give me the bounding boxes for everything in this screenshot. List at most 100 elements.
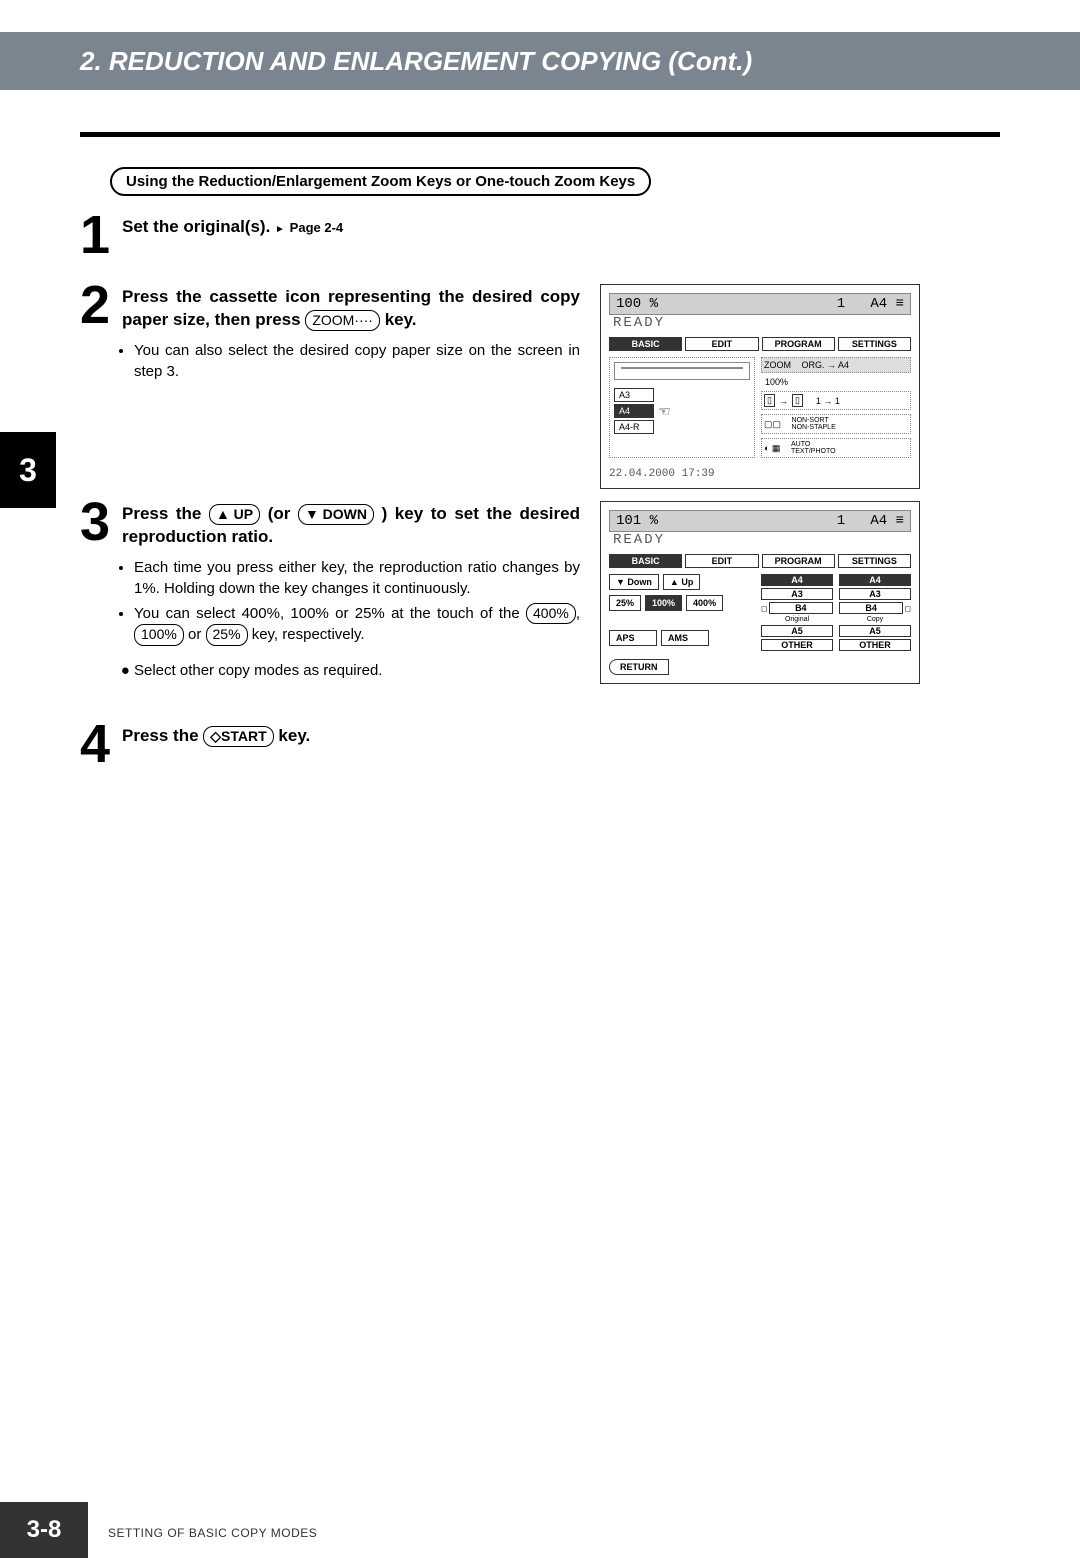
original-icon: ◻ [761,604,768,613]
lcd2-400-button[interactable]: 400% [686,595,723,611]
step-3-sub2: You can select 400%, 100% or 25% at the … [134,603,580,646]
lcd2-original-col: A4 A3 ◻ B4 Original A5 OTHER [761,574,833,651]
arrow-icon [275,217,285,236]
lcd2-tabs: BASIC EDIT PROGRAM SETTINGS [609,554,911,568]
step-3: 3 Press the ▲ UP (or ▼ DOWN ) key to set… [80,501,580,685]
lcd2-up-button[interactable]: ▲ Up [663,574,700,590]
orig-a4[interactable]: A4 [761,574,833,586]
lcd2-tab-settings[interactable]: SETTINGS [838,554,911,568]
copy-other[interactable]: OTHER [839,639,911,651]
step-number: 3 [80,501,122,685]
lcd2-ams-button[interactable]: AMS [661,630,709,646]
lcd2-copy-col: A4 A3 B4 ◻ Copy A5 OTHER [839,574,911,651]
lcd2-size: A4 [870,513,887,529]
lcd2-count-size: 1 A4 ≡ [837,513,904,529]
lcd1-org: ORG. → A4 [802,360,850,370]
cassette-a4[interactable]: A4 [614,404,654,418]
key-100: 100% [134,624,184,646]
orig-a3[interactable]: A3 [761,588,833,600]
chapter-title: 2. REDUCTION AND ENLARGEMENT COPYING (Co… [80,46,752,77]
key-400: 400% [526,603,576,625]
lcd1-count-size: 1 A4 ≡ [837,296,904,312]
step-3-sub: Each time you press either key, the repr… [122,557,580,681]
divider-thick [80,132,1000,137]
step-1-text: Set the original(s). Page 2-4 [122,216,1000,239]
lcd1-tabs: BASIC EDIT PROGRAM SETTINGS [609,337,911,351]
lcd2-percent: 101 % [616,513,658,529]
orig-b4[interactable]: B4 [769,602,833,614]
step-4-text: Press the ◇START key. [122,725,1000,748]
lcd-panel-2: 101 % 1 A4 ≡ READY BASIC EDIT PROGRAM SE… [600,501,920,684]
lcd2-tab-basic[interactable]: BASIC [609,554,682,568]
lcd2-tab-program[interactable]: PROGRAM [762,554,835,568]
copy-a4[interactable]: A4 [839,574,911,586]
cassette-a3[interactable]: A3 [614,388,654,402]
lcd1-auto: AUTO TEXT/PHOTO [791,441,836,455]
lcd2-25-button[interactable]: 25% [609,595,641,611]
key-25: 25% [206,624,248,646]
step-number: 2 [80,284,122,386]
lcd1-sort-row[interactable]: ▢▢ NON-SORT NON-STAPLE [761,414,911,434]
lcd1-tab-settings[interactable]: SETTINGS [838,337,911,351]
contrast-icon: ◐ ▦ [764,443,780,454]
lcd2-return-button[interactable]: RETURN [609,659,669,675]
copy-icon: ◻ [904,604,911,613]
orig-other[interactable]: OTHER [761,639,833,651]
lcd1-tab-edit[interactable]: EDIT [685,337,758,351]
lcd1-mode-row[interactable]: ▯→ ▯ 1 → 1 [761,391,911,410]
step-number: 1 [80,214,122,256]
lcd2-tab-edit[interactable]: EDIT [685,554,758,568]
down-key: ▼ DOWN [298,504,374,525]
orig-label: Original [761,616,833,623]
step-1: 1 Set the original(s). Page 2-4 [80,214,1000,256]
step-number: 4 [80,723,122,765]
page-icon: ▯ [792,394,803,407]
step-2-sub: You can also select the desired copy pap… [122,340,580,382]
lcd-panel-1: 100 % 1 A4 ≡ READY BASIC EDIT PROGRAM SE… [600,284,920,489]
lcd1-cassettes: A3 A4 A4-R ☜ [609,357,755,458]
lcd1-zoom-val: 100% [765,377,911,387]
step-1-main: Set the original(s). [122,217,270,236]
copy-a3[interactable]: A3 [839,588,911,600]
lcd1-mode: 1 → 1 [816,396,840,406]
step-4-main-a: Press the [122,726,199,745]
page-ref: Page 2-4 [290,220,343,235]
step-3-sub2b: key, respectively. [252,626,365,643]
lcd1-time: 22.04.2000 17:39 [609,468,715,480]
lcd1-zoom-label: ZOOM [764,360,791,370]
start-key: ◇START [203,726,273,747]
lcd1-tab-basic[interactable]: BASIC [609,337,682,351]
hand-icon: ☜ [658,403,671,420]
lcd2-aps-button[interactable]: APS [609,630,657,646]
lcd1-count: 1 [837,296,845,312]
lcd1-zoom-row[interactable]: ZOOM ORG. → A4 [761,357,911,373]
copy-b4[interactable]: B4 [839,602,903,614]
lcd2-100-button[interactable]: 100% [645,595,682,611]
page-icon: ▯ [764,394,775,407]
copy-a5[interactable]: A5 [839,625,911,637]
step-2-text: Press the cassette icon representing the… [122,286,580,332]
lcd2-down-button[interactable]: ▼ Down [609,574,659,590]
lcd2-topbar: 101 % 1 A4 ≡ [609,510,911,532]
footer-section: SETTING OF BASIC COPY MODES [108,1526,317,1540]
lcd2-count: 1 [837,513,845,529]
tray-icon: ▢▢ [764,419,781,430]
orig-a5[interactable]: A5 [761,625,833,637]
step-3-bullet: Select other copy modes as required. [134,660,580,681]
lcd1-percent: 100 % [616,296,658,312]
step-2-main-b: key. [385,310,417,329]
lcd1-ready: READY [613,315,911,331]
page-number: 3-8 [0,1502,88,1558]
step-3-main-a: Press the [122,504,201,523]
subtitle-pill: Using the Reduction/Enlargement Zoom Key… [110,167,651,196]
step-2-sub-text: You can also select the desired copy pap… [134,340,580,382]
lcd1-auto-row[interactable]: ◐ ▦ AUTO TEXT/PHOTO [761,438,911,458]
step-3-main-b: (or [268,504,291,523]
step-3-text: Press the ▲ UP (or ▼ DOWN ) key to set t… [122,503,580,549]
step-2: 2 Press the cassette icon representing t… [80,284,580,386]
cassette-a4r[interactable]: A4-R [614,420,654,434]
lcd1-tab-program[interactable]: PROGRAM [762,337,835,351]
step-3-sub1: Each time you press either key, the repr… [134,557,580,599]
zoom-key: ZOOM···· [305,310,380,331]
chapter-header: 2. REDUCTION AND ENLARGEMENT COPYING (Co… [0,32,1080,90]
